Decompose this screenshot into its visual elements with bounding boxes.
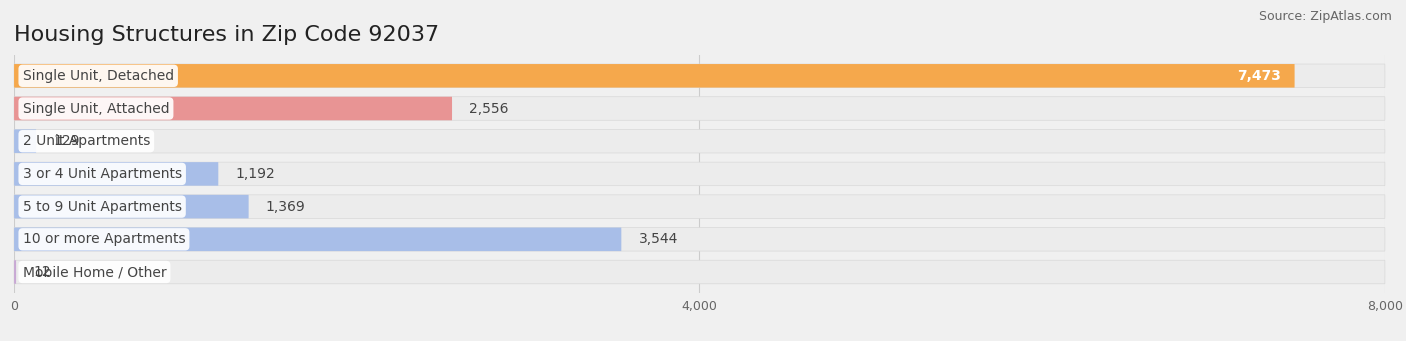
Text: Single Unit, Attached: Single Unit, Attached — [22, 102, 169, 116]
FancyBboxPatch shape — [14, 162, 218, 186]
Text: Single Unit, Detached: Single Unit, Detached — [22, 69, 174, 83]
FancyBboxPatch shape — [14, 195, 1385, 218]
Text: 10 or more Apartments: 10 or more Apartments — [22, 232, 186, 246]
FancyBboxPatch shape — [14, 227, 1385, 251]
Text: Housing Structures in Zip Code 92037: Housing Structures in Zip Code 92037 — [14, 25, 439, 45]
FancyBboxPatch shape — [14, 97, 453, 120]
FancyBboxPatch shape — [14, 130, 1385, 153]
Text: 3 or 4 Unit Apartments: 3 or 4 Unit Apartments — [22, 167, 181, 181]
FancyBboxPatch shape — [14, 97, 1385, 120]
Text: 12: 12 — [34, 265, 51, 279]
FancyBboxPatch shape — [14, 64, 1385, 88]
Text: 1,369: 1,369 — [266, 199, 305, 213]
Text: 2,556: 2,556 — [470, 102, 509, 116]
FancyBboxPatch shape — [14, 64, 1295, 88]
Text: 129: 129 — [53, 134, 80, 148]
FancyBboxPatch shape — [14, 162, 1385, 186]
Text: Source: ZipAtlas.com: Source: ZipAtlas.com — [1258, 10, 1392, 23]
FancyBboxPatch shape — [14, 260, 1385, 284]
Text: 7,473: 7,473 — [1237, 69, 1281, 83]
Text: Mobile Home / Other: Mobile Home / Other — [22, 265, 166, 279]
FancyBboxPatch shape — [14, 227, 621, 251]
FancyBboxPatch shape — [14, 130, 37, 153]
Text: 2 Unit Apartments: 2 Unit Apartments — [22, 134, 150, 148]
Text: 3,544: 3,544 — [638, 232, 678, 246]
FancyBboxPatch shape — [14, 260, 15, 284]
Text: 5 to 9 Unit Apartments: 5 to 9 Unit Apartments — [22, 199, 181, 213]
Text: 1,192: 1,192 — [235, 167, 276, 181]
FancyBboxPatch shape — [14, 195, 249, 218]
